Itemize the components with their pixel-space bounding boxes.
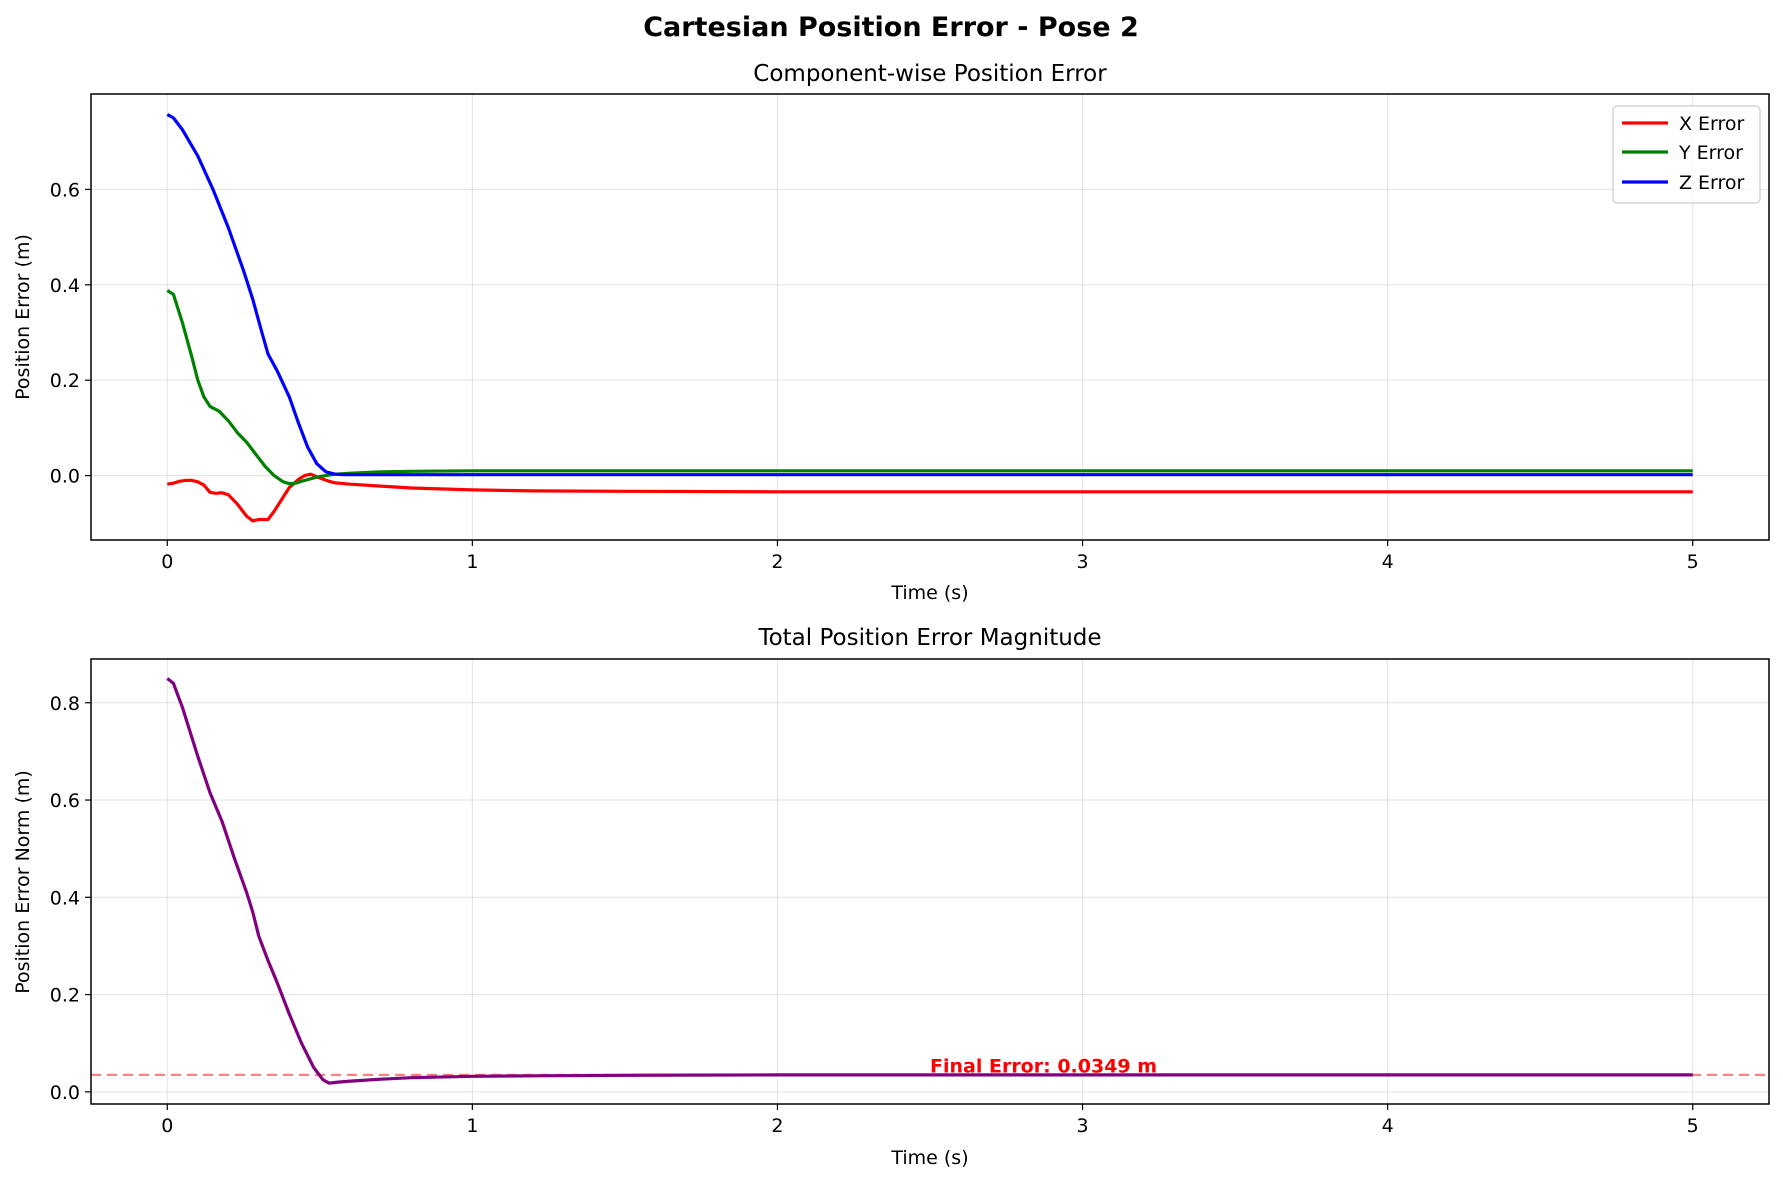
series-line-error-norm [166,677,1693,1085]
chart-bottom-series [166,677,1693,1085]
series-line-y-error [166,289,1693,486]
legend-frame [1612,105,1761,204]
chart-bottom-frame [90,658,1770,1105]
y-tick-label: 0.0 [50,466,80,488]
y-tick-label: 0.2 [50,370,80,392]
y-tick-label: 0.2 [50,985,80,1007]
chart-bottom-y-ticks: 0.0 0.2 0.4 0.6 0.8 [50,693,91,1104]
x-tick-label: 0 [161,1115,173,1137]
chart-top-ylabel: Position Error (m) [12,234,34,400]
chart-bottom-ylabel: Position Error Norm (m) [12,770,34,994]
chart-bottom-annotation: Final Error: 0.0349 m [930,1055,1157,1077]
y-tick-label: 0.4 [50,275,80,297]
series-line-z-error [166,113,1693,477]
x-tick-label: 5 [1687,551,1699,573]
chart-top-frame [90,93,1770,541]
y-tick-label: 0.6 [50,790,80,812]
x-tick-label: 3 [1076,1115,1088,1137]
chart-bottom-title: Total Position Error Magnitude [757,625,1101,651]
legend-label-z-error: Z Error [1679,172,1745,194]
figure-suptitle: Cartesian Position Error - Pose 2 [643,12,1139,43]
x-tick-label: 2 [771,551,783,573]
legend-label-y-error: Y Error [1678,142,1743,164]
series-line-x-error [167,472,1693,523]
x-tick-label: 4 [1382,1115,1394,1137]
x-tick-label: 3 [1076,551,1088,573]
chart-bottom-grid [91,659,1769,1104]
chart-bottom-x-ticks: 0 1 2 3 4 5 [161,1104,1699,1137]
chart-top-series [166,113,1693,523]
legend-label-x-error: X Error [1679,113,1745,135]
chart-bottom: Total Position Error Magnitude Final Err… [12,625,1770,1169]
x-tick-label: 2 [771,1115,783,1137]
y-tick-label: 0.8 [50,693,80,715]
chart-top-xlabel: Time (s) [890,582,968,604]
chart-top: Component-wise Position Error 0 1 2 3 4 5 0.0… [12,61,1770,604]
chart-bottom-xlabel: Time (s) [890,1147,968,1169]
y-tick-label: 0.0 [50,1082,80,1104]
y-tick-label: 0.6 [50,179,80,201]
x-tick-label: 0 [161,551,173,573]
chart-top-x-ticks: 0 1 2 3 4 5 [161,540,1699,573]
chart-top-legend: X Error Y Error Z Error [1612,105,1761,204]
chart-top-y-ticks: 0.0 0.2 0.4 0.6 [50,179,91,488]
x-tick-label: 4 [1382,551,1394,573]
x-tick-label: 5 [1687,1115,1699,1137]
x-tick-label: 1 [466,1115,478,1137]
y-tick-label: 0.4 [50,887,80,909]
chart-top-title: Component-wise Position Error [753,61,1107,87]
x-tick-label: 1 [466,551,478,573]
